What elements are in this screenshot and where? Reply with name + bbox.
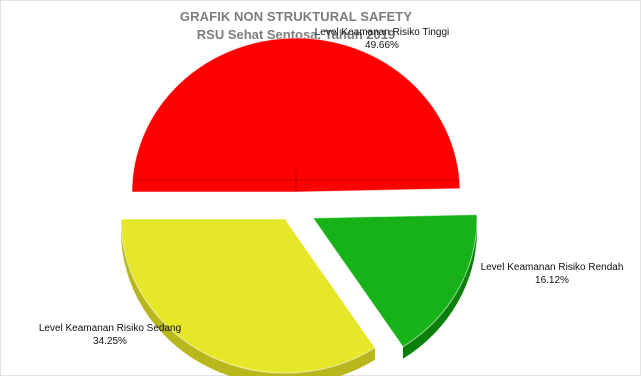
slice-leader-line-1 [446,275,471,282]
slice-value-label-0: 49.66% [365,40,399,51]
pie-slice-face-0 [131,37,461,193]
slice-label-1: Level Keamanan Risiko Rendah [481,262,624,273]
chart-subtitle: RSU Sehat Sentosa, Tahun 2019 [196,27,396,42]
pie-slice-0 [131,37,461,193]
slice-value-label-2: 34.25% [93,336,127,347]
pie-slice-face-2 [120,218,376,374]
pie-slice-side-1-b [402,218,477,359]
slice-label-2: Level Keamanan Risiko Sedang [39,323,181,334]
slice-label-0: Level Keamanan Risiko Tinggi [315,27,450,38]
pie-slice-2 [120,218,376,376]
pie-slice-face-1 [312,214,478,348]
slice-value-label-1: 16.12% [535,275,569,286]
chart-title: GRAFIK NON STRUKTURAL SAFETY [179,9,413,24]
pie-slice-1 [312,214,478,359]
chart-title-block: GRAFIK NON STRUKTURAL SAFETY RSU Sehat S… [128,8,464,44]
